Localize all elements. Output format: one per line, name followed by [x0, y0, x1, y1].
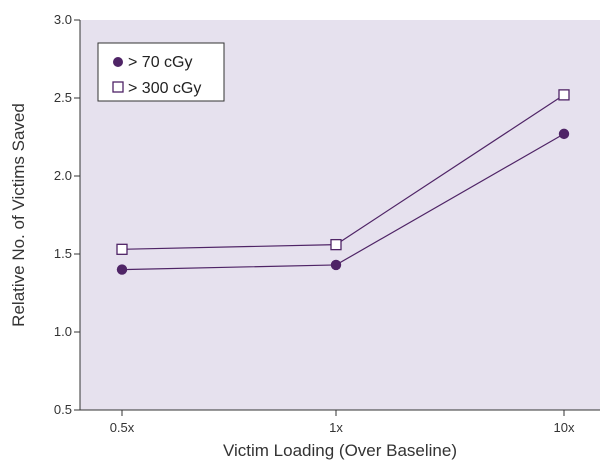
legend-marker-circle [113, 57, 123, 67]
y-tick-label: 1.0 [54, 324, 72, 339]
data-point-circle [330, 259, 342, 271]
x-tick-label: 0.5x [110, 420, 135, 435]
data-point-square [558, 89, 570, 101]
y-tick-label: 0.5 [54, 402, 72, 417]
legend-label-series-2: > 300 cGy [128, 80, 201, 97]
y-tick-label: 2.5 [54, 90, 72, 105]
data-point-square [330, 238, 342, 251]
y-tick-label: 3.0 [54, 12, 72, 27]
data-point-circle [116, 264, 128, 275]
y-tick-label: 2.0 [54, 168, 72, 183]
y-tick-label: 1.5 [54, 246, 72, 261]
data-point-square [116, 243, 128, 255]
legend-label-series-1: > 70 cGy [128, 54, 192, 71]
x-tick-label: 1x [329, 420, 343, 435]
y-axis-title: Relative No. of Victims Saved [9, 103, 28, 327]
x-tick-label: 10x [554, 420, 575, 435]
legend-marker-square [112, 81, 124, 93]
data-point-circle [558, 128, 570, 140]
x-axis-title: Victim Loading (Over Baseline) [223, 441, 457, 460]
legend: > 70 cGy > 300 cGy [97, 42, 225, 102]
